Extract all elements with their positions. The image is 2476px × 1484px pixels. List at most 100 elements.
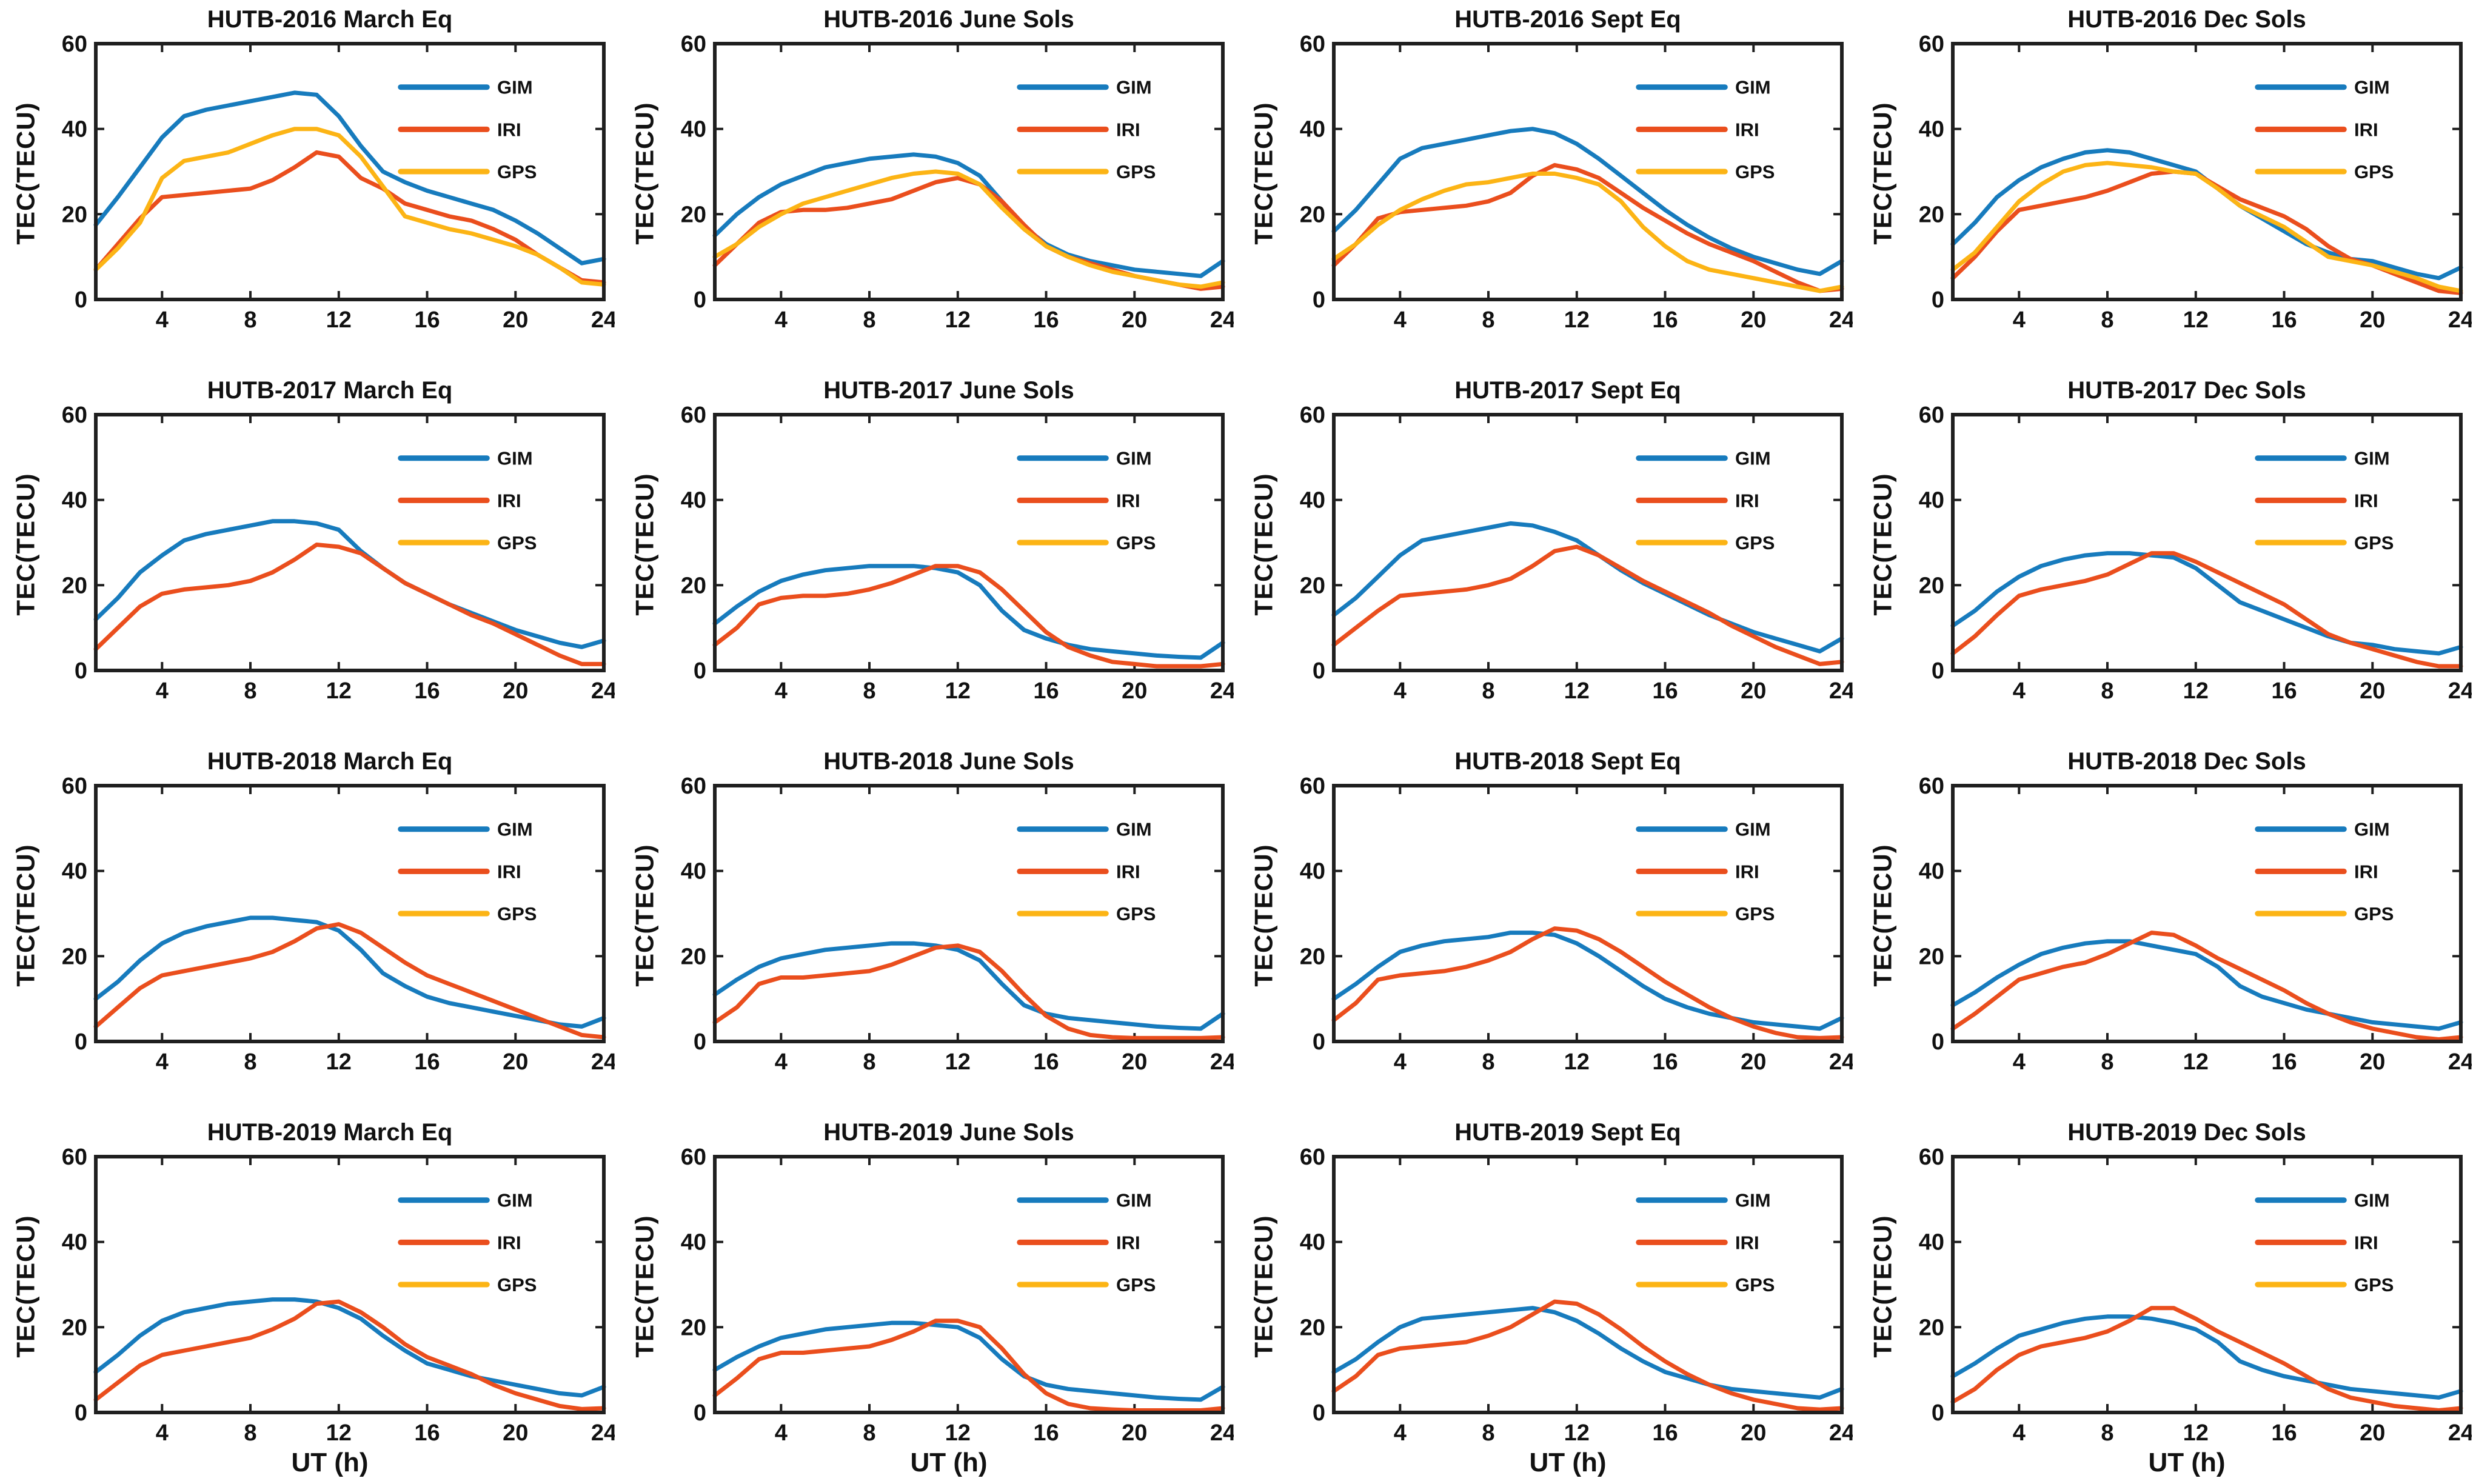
- plot-column: HUTB-2016 March Eq 4 8 12 16 20 24 0 20 40 60 GIM IR…: [45, 0, 615, 371]
- x-tick-label: 12: [945, 307, 971, 333]
- x-tick-label: 8: [1482, 1049, 1494, 1075]
- chart-title: HUTB-2016 June Sols: [823, 6, 1074, 33]
- series-line-iri: [712, 943, 1225, 1040]
- y-tick-label: 40: [62, 1230, 87, 1255]
- y-axis-label: TEC(TECU): [631, 102, 659, 245]
- x-tick-label: 20: [1741, 1420, 1766, 1446]
- series-line-iri: [1950, 551, 2463, 669]
- plot-column: HUTB-2017 June Sols 4 8 12 16 20 24 0 20 40 60 GIM I…: [664, 371, 1234, 742]
- series-line-gim: [93, 1297, 606, 1398]
- chart-title: HUTB-2019 Dec Sols: [2067, 1119, 2306, 1146]
- series-line-gim: [712, 941, 1225, 1031]
- legend-label-iri: IRI: [497, 490, 521, 511]
- y-tick-label: 60: [1919, 35, 1944, 57]
- y-tick-label: 0: [75, 1400, 87, 1426]
- x-tick-label: 4: [156, 678, 169, 704]
- plot-frame: [713, 784, 1225, 1043]
- y-tick-label: 60: [1919, 406, 1944, 428]
- plot-frame: [713, 42, 1225, 301]
- series-line-gim: [93, 915, 606, 1029]
- plot-column: HUTB-2016 Dec Sols 4 8 12 16 20 24 0 20 40 60 GIM IR…: [1902, 0, 2472, 371]
- legend-label-gps: GPS: [1735, 903, 1775, 924]
- x-tick-label: 20: [503, 678, 528, 704]
- series-line-iri: [1331, 1299, 1844, 1412]
- y-tick-label: 60: [62, 777, 87, 799]
- x-tick-label: 8: [2101, 678, 2113, 704]
- y-tick-label: 0: [1932, 658, 1944, 684]
- y-tick-label: 20: [1300, 944, 1325, 969]
- legend-label-gps: GPS: [497, 903, 537, 924]
- x-tick-label: 8: [2101, 307, 2113, 333]
- y-tick-label: 0: [1313, 658, 1325, 684]
- y-tick-label: 40: [62, 117, 87, 142]
- legend-label-gps: GPS: [497, 161, 537, 182]
- x-tick-label: 12: [2183, 1420, 2209, 1446]
- y-tick-label: 20: [681, 202, 706, 227]
- legend-label-iri: IRI: [1735, 119, 1759, 140]
- plot-frame: [1951, 784, 2463, 1043]
- x-tick-label: 8: [1482, 678, 1494, 704]
- chart-title: HUTB-2016 Dec Sols: [2067, 6, 2306, 33]
- y-tick-label: 20: [1300, 573, 1325, 598]
- legend-label-iri: IRI: [1735, 490, 1759, 511]
- legend-label-iri: IRI: [2354, 861, 2378, 882]
- x-tick-label: 16: [414, 1420, 440, 1446]
- x-tick-label: 16: [2271, 1420, 2297, 1446]
- y-axis-label-column: TEC(TECU): [1864, 742, 1902, 1113]
- y-tick-label: 40: [1919, 117, 1944, 142]
- x-tick-label: 16: [1652, 1420, 1678, 1446]
- chart-title: HUTB-2017 Sept Eq: [1454, 377, 1681, 404]
- y-tick-label: 0: [75, 1029, 87, 1055]
- x-tick-label: 20: [1741, 678, 1766, 704]
- series-line-iri: [1950, 169, 2463, 295]
- plot-frame: [94, 784, 606, 1043]
- y-tick-label: 40: [62, 488, 87, 513]
- x-tick-label: 4: [2013, 1420, 2026, 1446]
- x-tick-label: 24: [591, 307, 615, 333]
- chart-panel: TEC(TECU) HUTB-2019 Sept Eq 4 8 12 16 20 24 0 20 4…: [1238, 1113, 1857, 1484]
- x-tick-label: 16: [414, 1049, 440, 1075]
- chart-panel: TEC(TECU) HUTB-2017 June Sols 4 8 12 16 20 24 0 2…: [619, 371, 1238, 742]
- chart-plot: 4 8 12 16 20 24 0 20 40 60 GIM IRI GPS: [62, 777, 615, 1075]
- x-tick-label: 8: [244, 1049, 256, 1075]
- y-tick-label: 0: [694, 1400, 706, 1426]
- x-tick-label: 8: [244, 1420, 256, 1446]
- x-tick-label: 12: [326, 678, 352, 704]
- chart-panel: TEC(TECU) HUTB-2016 Dec Sols 4 8 12 16 20 24 0 20…: [1857, 0, 2476, 371]
- series-line-iri: [1331, 544, 1844, 666]
- series-line-gps: [1950, 161, 2463, 293]
- chart-panel: TEC(TECU) HUTB-2019 Dec Sols 4 8 12 16 20 24 0 20…: [1857, 1113, 2476, 1484]
- y-tick-label: 0: [694, 287, 706, 313]
- chart-title: HUTB-2019 June Sols: [823, 1119, 1074, 1146]
- y-tick-label: 60: [1919, 1148, 1944, 1170]
- legend-label-gps: GPS: [2354, 532, 2394, 553]
- y-tick-label: 40: [1300, 859, 1325, 884]
- x-tick-label: 12: [326, 1420, 352, 1446]
- y-tick-label: 20: [1919, 1315, 1944, 1340]
- x-tick-label: 12: [2183, 678, 2209, 704]
- chart-title: HUTB-2017 Dec Sols: [2067, 377, 2306, 404]
- x-tick-label: 16: [2271, 1049, 2297, 1075]
- x-tick-label: 16: [2271, 307, 2297, 333]
- y-axis-label: TEC(TECU): [12, 473, 40, 616]
- y-tick-label: 40: [681, 117, 706, 142]
- y-axis-label: TEC(TECU): [12, 844, 40, 987]
- legend-label-gim: GIM: [497, 819, 533, 840]
- chart-plot: 4 8 12 16 20 24 0 20 40 60 GIM IRI GPS: [681, 1148, 1234, 1446]
- x-tick-label: 24: [1210, 678, 1234, 704]
- y-axis-label-column: TEC(TECU): [1864, 0, 1902, 371]
- x-tick-label: 24: [2448, 307, 2472, 333]
- chart-plot: 4 8 12 16 20 24 0 20 40 60 GIM IRI GPS: [1919, 406, 2472, 704]
- x-tick-label: 12: [1564, 1420, 1590, 1446]
- x-tick-label: 24: [2448, 1420, 2472, 1446]
- x-tick-label: 20: [2360, 678, 2385, 704]
- y-tick-label: 20: [1919, 202, 1944, 227]
- x-tick-label: 24: [1829, 678, 1853, 704]
- x-tick-label: 24: [1210, 1420, 1234, 1446]
- chart-panel: TEC(TECU) HUTB-2018 Sept Eq 4 8 12 16 20 24 0 20 4…: [1238, 742, 1857, 1113]
- y-tick-label: 40: [681, 1230, 706, 1255]
- x-tick-label: 24: [591, 678, 615, 704]
- y-tick-label: 40: [62, 859, 87, 884]
- x-tick-label: 4: [1394, 1049, 1407, 1075]
- x-tick-label: 24: [591, 1049, 615, 1075]
